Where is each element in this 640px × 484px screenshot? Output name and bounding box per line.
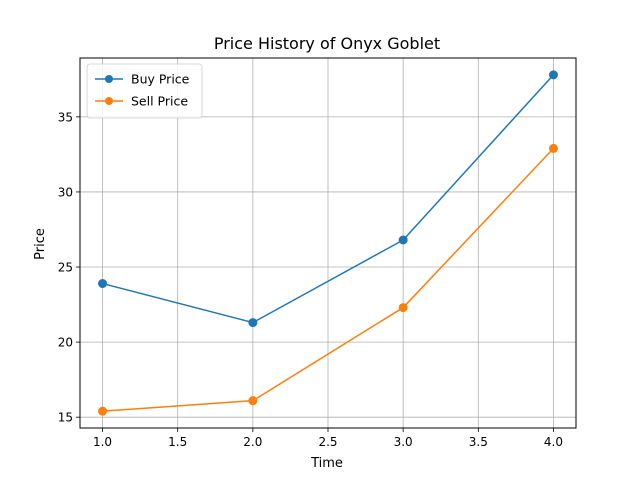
grid-lines [80,58,576,428]
data-point [98,406,108,416]
data-point [248,396,258,406]
x-tick-label: 2.0 [243,435,262,449]
legend-item: Sell Price [95,94,188,109]
y-tick-label: 25 [58,261,73,275]
axis-ticks: 1.0 1.5 2.0 2.5 3.0 3.5 4.0 15 20 25 30 35 [58,110,563,449]
legend-marker [105,97,113,105]
series-line [102,74,555,324]
legend-label: Sell Price [131,94,188,109]
legend-label: Buy Price [131,72,190,87]
x-tick-label: 1.5 [168,435,187,449]
y-axis-label: Price [33,228,48,260]
y-tick-label: 30 [58,185,73,199]
y-tick-label: 35 [58,110,73,124]
x-tick-label: 3.5 [469,435,488,449]
series-layer [98,70,558,416]
data-point [398,303,408,313]
data-point [98,279,108,289]
legend-item: Buy Price [95,72,190,87]
x-axis-label: Time [310,456,343,471]
data-point [548,143,558,153]
x-tick-label: 4.0 [544,435,563,449]
data-point [548,70,558,80]
x-tick-label: 3.0 [394,435,413,449]
data-point [398,235,408,245]
series-1 [98,70,558,328]
legend-box [86,63,203,119]
chart-title: Price History of Onyx Goblet [214,34,440,53]
data-point [248,318,258,328]
x-tick-label: 2.5 [318,435,337,449]
legend-marker [105,75,113,83]
y-tick-label: 15 [58,411,73,425]
series-2 [98,143,558,416]
y-tick-label: 20 [58,336,73,350]
series-line [102,147,554,412]
x-tick-label: 1.0 [93,435,112,449]
legend: Buy Price Sell Price [86,63,203,119]
